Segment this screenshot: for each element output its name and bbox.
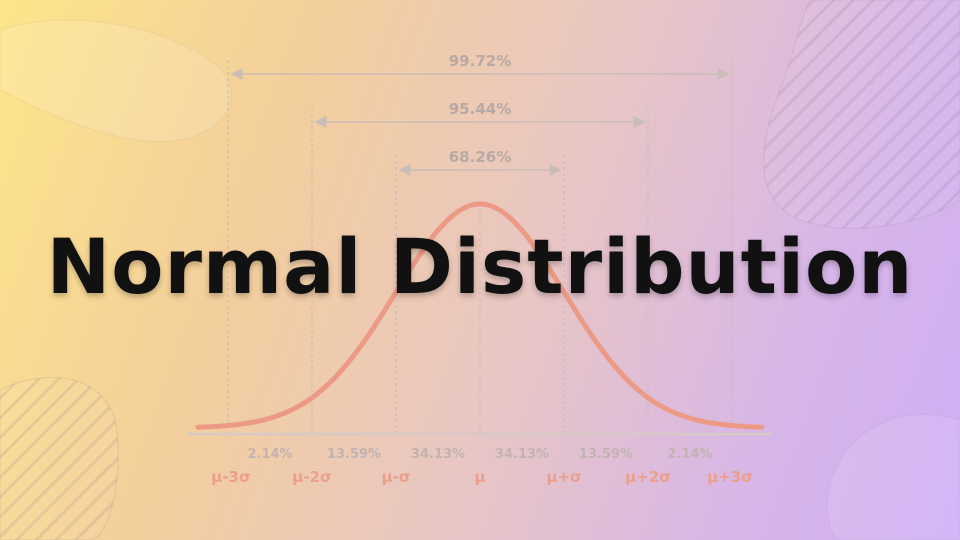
decorative-blob-top-left xyxy=(0,19,232,142)
segment-percentage: 2.14% xyxy=(667,447,712,462)
segment-percentage: 34.13% xyxy=(495,447,549,462)
sigma-label: μ+2σ xyxy=(625,468,671,486)
page-title: Normal Distribution xyxy=(46,222,914,311)
decorative-hatched-blob-top-right xyxy=(763,0,960,229)
segment-percentage: 13.59% xyxy=(327,447,381,462)
range-label: 99.72% xyxy=(449,52,511,70)
sigma-label: μ-2σ xyxy=(292,468,331,486)
sigma-label: μ+3σ xyxy=(707,468,753,486)
bell-curve xyxy=(195,201,765,430)
bottom-percentages: 2.14% 13.59% 34.13% 34.13% 13.59% 2.14% xyxy=(247,447,712,462)
range-brackets: 99.72% 95.44% 68.26% xyxy=(230,52,730,176)
sigma-labels: μ-3σ μ-2σ μ-σ μ μ+σ μ+2σ μ+3σ xyxy=(211,468,753,486)
decorative-hatched-blob-bottom-left xyxy=(0,377,119,540)
segment-percentage: 34.13% xyxy=(411,447,465,462)
decorative-blob-bottom-right xyxy=(826,413,960,540)
segment-percentage: 13.59% xyxy=(579,447,633,462)
sigma-label: μ+σ xyxy=(546,468,581,486)
range-label: 95.44% xyxy=(449,100,511,118)
sigma-label: μ-σ xyxy=(382,468,411,486)
segment-percentage: 2.14% xyxy=(247,447,292,462)
sigma-label: μ xyxy=(474,468,485,486)
range-label: 68.26% xyxy=(449,148,511,166)
sigma-label: μ-3σ xyxy=(211,468,250,486)
